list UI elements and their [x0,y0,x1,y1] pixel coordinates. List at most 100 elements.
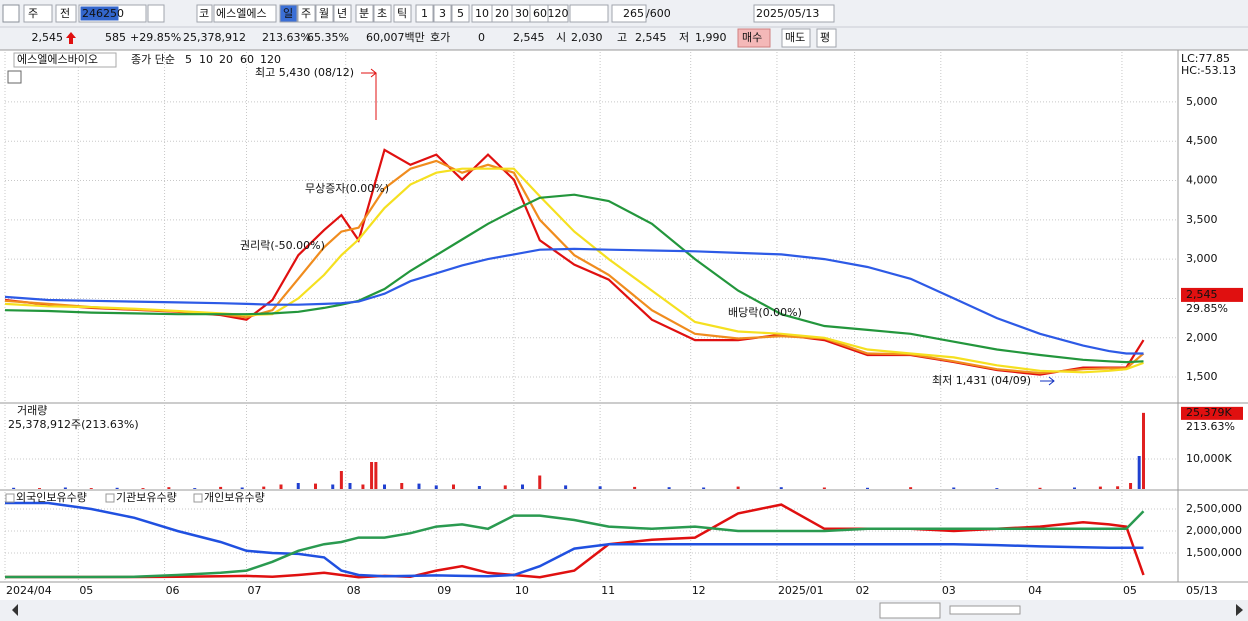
legend-entry: 외국인보유수량 [16,491,87,504]
volume-title: 거래량 [17,404,47,417]
bars-input[interactable] [611,4,647,23]
volume-bar [370,462,374,489]
series-line [4,148,1145,376]
interval-label: 초 [377,7,387,20]
interval-btn[interactable] [297,4,316,23]
interval-label: 틱 [397,7,407,20]
quote-volume-rate: 213.63% [262,31,311,44]
count-btn[interactable] [415,4,434,23]
interval-btn[interactable] [393,4,412,23]
y-tick-label: 10,000K [1186,452,1232,465]
period-select[interactable] [23,4,53,23]
date: 2025/05/13 [756,7,819,20]
low-arrow [1040,376,1055,386]
adj-select[interactable] [55,4,77,23]
count-label: 30 [515,7,529,20]
volume-bar [348,483,352,489]
volume-bar [1129,483,1133,489]
annotation: 무상증자(0.00%) [305,182,389,195]
annotation: 배당락(0.00%) [728,306,802,319]
x-tick-label: 06 [166,584,180,597]
volume-bar [193,488,197,489]
volume-bar [400,483,404,489]
eval-label[interactable]: 평 [820,31,830,44]
current-volume-rate: 213.63% [1186,420,1235,433]
current-price-label: 2,545 [1186,288,1218,301]
date-input[interactable] [753,4,835,23]
quote-price: 2,545 [32,31,64,44]
x-tick-label: 03 [942,584,956,597]
name-field [213,4,277,23]
volume-bar [262,486,266,489]
interval-btn[interactable] [373,4,392,23]
x-tick-label: 02 [856,584,870,597]
legend-swatch [193,493,203,503]
adj: 전 [60,7,70,20]
annotation: 권리락(-50.00%) [240,239,325,252]
volume-bar [1073,487,1076,489]
x-tick-label: 12 [692,584,706,597]
legend-entry: 개인보유수량 [204,491,265,504]
market: 코 [199,7,209,20]
volume-bar [167,487,171,489]
interval-label: 년 [337,7,347,20]
interval-btn[interactable] [333,4,352,23]
count-label: 1 [421,7,428,20]
title-box [13,52,117,68]
volume-bar [779,487,783,489]
legend-entry: 20 [219,53,233,66]
count-btn[interactable] [451,4,470,23]
volume-bar [374,462,378,489]
search-btn[interactable] [147,4,165,23]
quote-turnover: 65.35% [307,31,349,44]
count-label: 10 [475,7,489,20]
volume-bar [383,484,386,489]
series-line [5,503,1145,579]
sell-label[interactable]: 매도 [785,31,805,44]
scrollbar-bg [0,600,1248,621]
sell-btn[interactable] [781,28,811,48]
series-line [5,510,1145,579]
scroll-controls[interactable] [879,602,941,619]
volume-bar [866,487,869,489]
y-tick-label: 4,000 [1186,174,1218,187]
series-line [4,167,1144,374]
last-date: 05/13 [1186,584,1218,597]
x-tick-label: 08 [347,584,361,597]
volume-bar [434,485,438,489]
quote-low: 1,990 [695,31,727,44]
volume-bar [219,486,223,489]
plot-area: 1,5002,0002,5003,0003,5004,0004,5005,000… [0,49,1248,583]
annotation: 최저 1,431 (04/09) [932,374,1031,387]
interval-btn[interactable] [315,4,334,23]
volume-bar [240,487,244,489]
quote-rate: +29.85% [130,31,181,44]
x-tick-label: 2025/01 [778,584,824,597]
extra-select[interactable] [569,4,609,23]
quote-amount: 60,007백만 [366,31,425,44]
volume-bar [279,484,283,489]
count-btn[interactable] [433,4,452,23]
y-tick-label: 3,000 [1186,252,1218,265]
buy-btn[interactable] [737,28,771,48]
volume-bar [452,484,455,489]
quote-ask-price: 2,545 [513,31,545,44]
buy-label[interactable]: 매수 [742,31,762,44]
eval-btn[interactable] [816,28,837,48]
interval-btn[interactable] [279,4,298,23]
annotation: 최고 5,430 (08/12) [255,66,354,79]
volume-bar [1137,456,1141,489]
bars: 265 [623,7,644,20]
y-tick-label: 3,500 [1186,213,1218,226]
settings-icon[interactable] [7,70,22,84]
count-btn[interactable] [547,4,569,23]
quote-open-label: 시 [556,31,566,44]
interval-btn[interactable] [355,4,374,23]
zoom-slider[interactable] [949,605,1021,615]
menu-icon[interactable] [2,4,20,23]
volume-bar [667,487,671,489]
code: 246250 [82,7,124,20]
volume-bar [564,485,568,489]
y-tick-label: 2,000,000 [1186,524,1242,537]
